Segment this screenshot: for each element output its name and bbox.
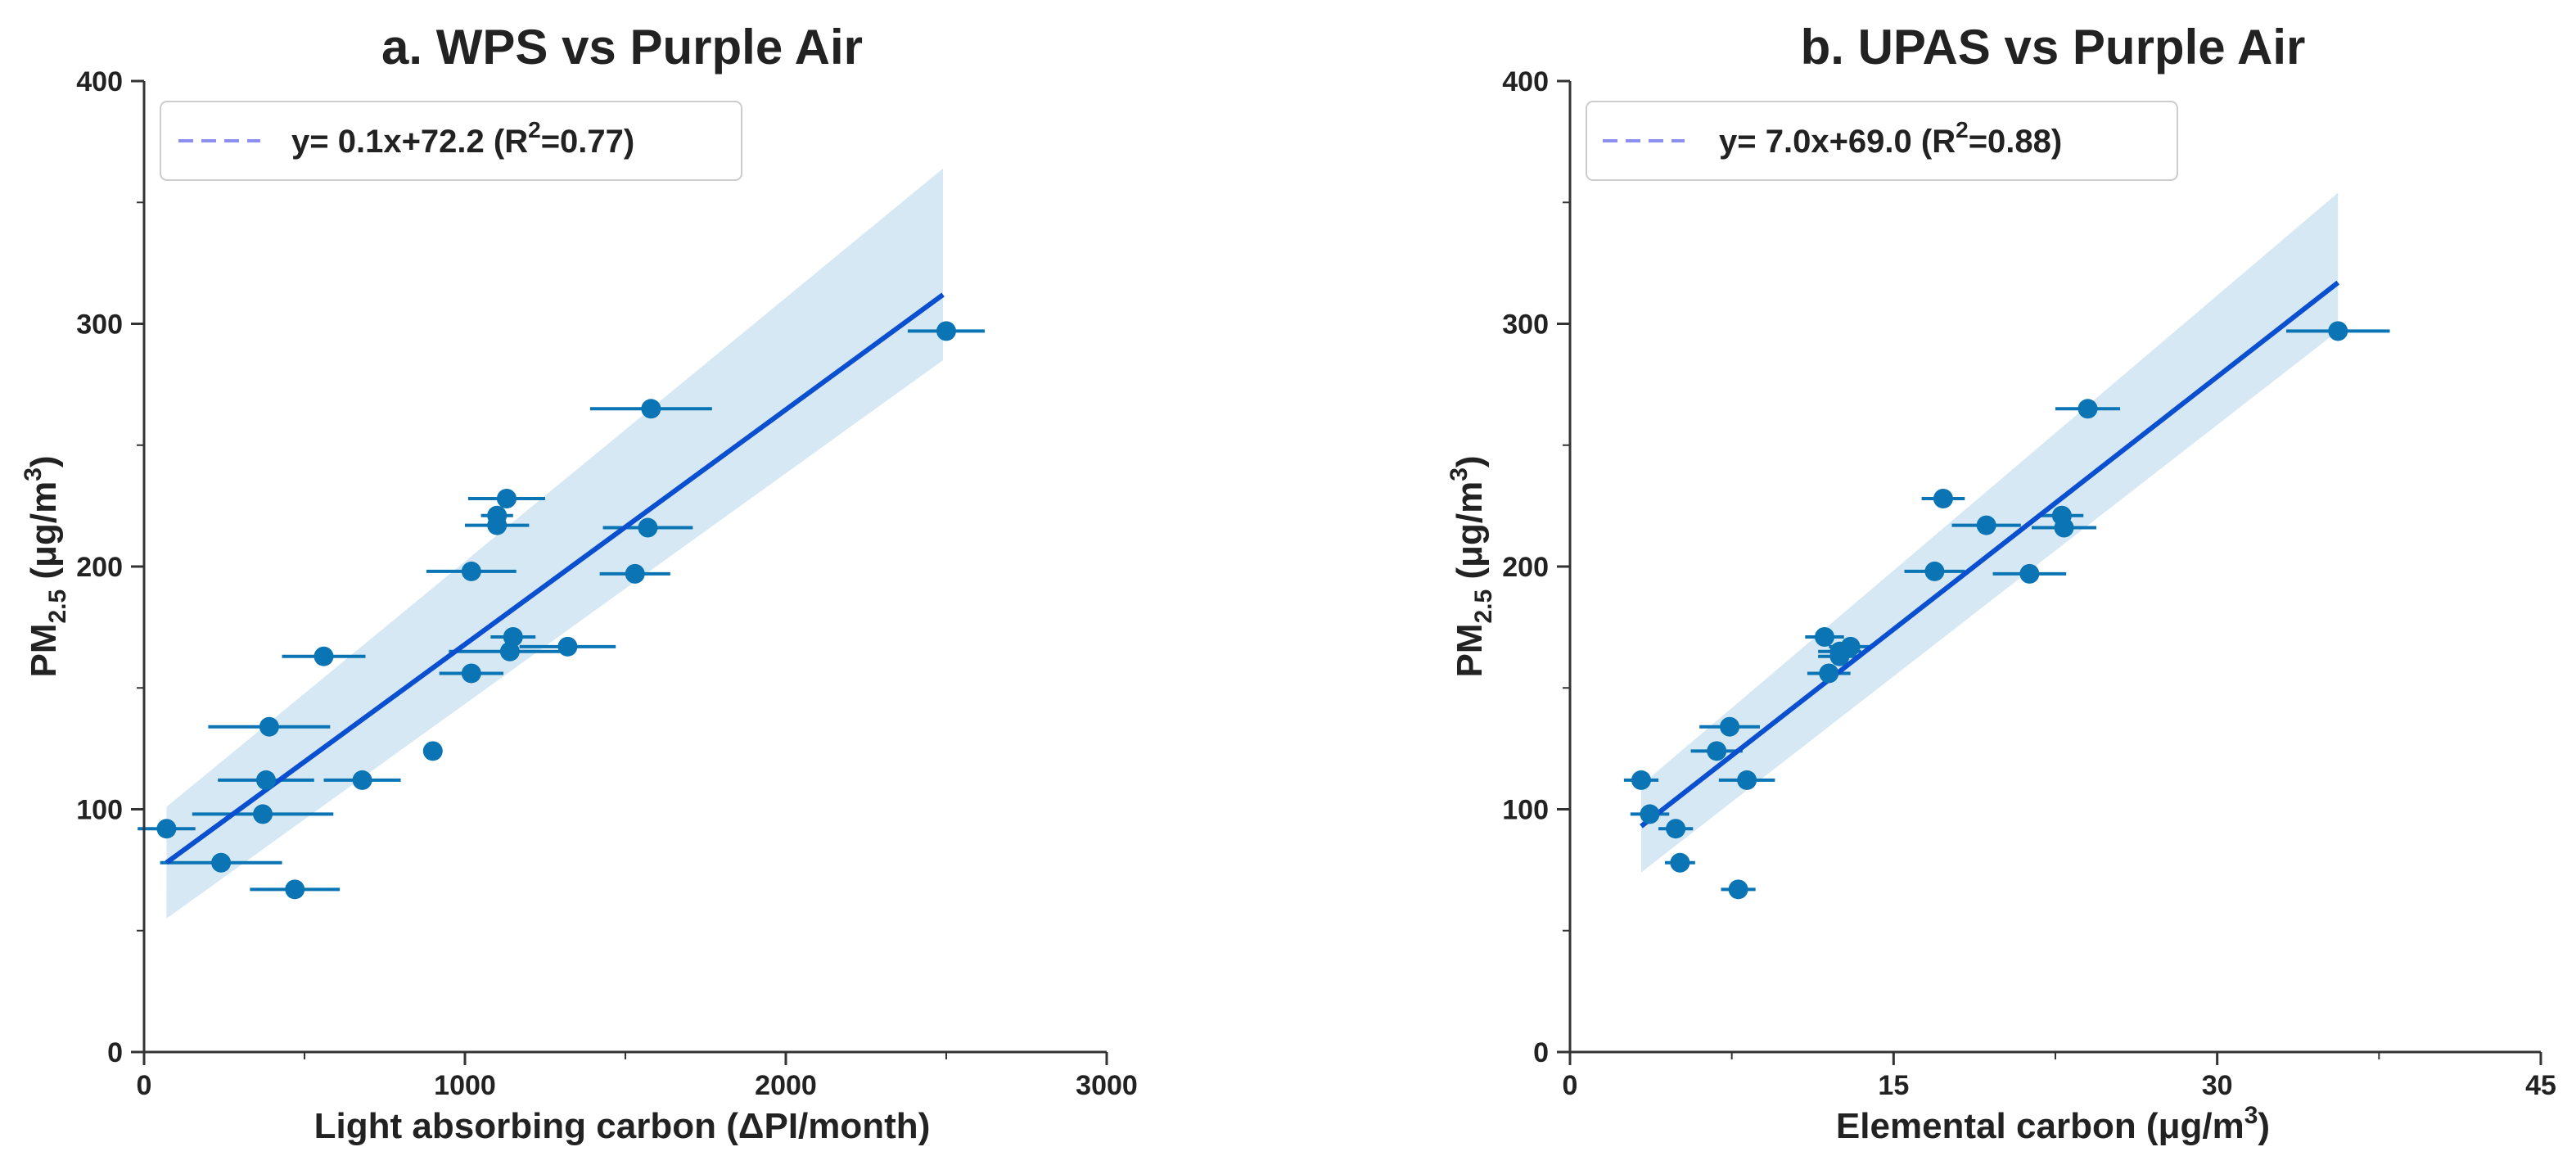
panel-b-x-tick-label: 0: [1563, 1070, 1578, 1101]
panel-b-y-tick-label: 400: [1502, 66, 1549, 97]
panel-b-y-tick-label: 200: [1502, 552, 1549, 583]
panel-a-confidence-band: [166, 168, 944, 919]
panel-b-data-point: [2328, 321, 2348, 341]
panel-b-fit-line: [1640, 280, 2340, 829]
panel-a: a. WPS vs Purple Air 0 1000 2000 3000 0 100 20…: [20, 20, 1138, 1146]
panel-b-ticks: 0 15 30 45 0 100 200 300 400: [1502, 66, 2556, 1101]
panel-a-y-tick-label: 200: [76, 552, 123, 583]
panel-b-data-point: [1720, 716, 1740, 737]
panel-a-ticks: 0 1000 2000 3000 0 100 200 300 400: [76, 66, 1138, 1101]
panel-a-data-point: [211, 852, 232, 873]
panel-b-x-axis-label: Elemental carbon (μg/m3): [1836, 1102, 2270, 1146]
panel-b-x-tick-label: 30: [2202, 1070, 2233, 1101]
panel-b-data-point: [1670, 852, 1690, 873]
panel-b-x-tick-label: 15: [1878, 1070, 1909, 1101]
panel-b-data-point: [1924, 561, 1945, 581]
panel-b-data-point: [1737, 770, 1757, 790]
panel-b-data-point: [1976, 515, 1996, 535]
panel-a-data-point: [255, 770, 276, 790]
panel-a-y-tick-label: 400: [76, 66, 123, 97]
panel-a-data-point: [314, 646, 334, 666]
panel-b-data-point: [1631, 770, 1651, 790]
panel-b-data-point: [2019, 563, 2040, 584]
panel-b-data-point: [1819, 663, 1839, 684]
panel-a-x-tick-label: 2000: [755, 1070, 817, 1101]
panel-a-data-point: [487, 515, 508, 535]
panel-a-data-point: [641, 399, 661, 419]
panel-a-data-point: [156, 819, 177, 839]
panel-b-y-tick-label: 300: [1502, 309, 1549, 341]
panel-a-data-point: [496, 488, 517, 508]
panel-a-x-tick-label: 3000: [1076, 1070, 1138, 1101]
panel-b-data-point: [1829, 646, 1850, 666]
panel-a-x-tick-label: 1000: [434, 1070, 496, 1101]
panel-a-data-point: [285, 879, 305, 900]
panel-b-data-point: [1814, 626, 1834, 647]
panel-a-x-tick-label: 0: [137, 1070, 152, 1101]
panel-b-y-tick-label: 0: [1533, 1037, 1549, 1068]
panel-b-data-point: [1728, 879, 1748, 900]
panel-a-plot-area: [138, 168, 986, 919]
panel-b: b. UPAS vs Purple Air 0 15 30 45 0 100 200 300 4…: [1446, 20, 2556, 1146]
panel-b-x-tick-label: 45: [2525, 1070, 2556, 1101]
panel-b-data-point: [1707, 741, 1727, 761]
panel-b-legend: y= 7.0x+69.0 (R2=0.88): [1586, 101, 2178, 181]
panel-a-legend: y= 0.1x+72.2 (R2=0.77): [160, 101, 742, 181]
panel-b-legend-label: y= 7.0x+69.0 (R2=0.88): [1719, 117, 2062, 160]
panel-a-fit-line: [165, 292, 945, 865]
panel-b-data-point: [1933, 488, 1953, 508]
panel-a-y-tick-label: 0: [107, 1037, 123, 1068]
panel-a-data-point: [461, 561, 481, 581]
panel-a-y-tick-label: 300: [76, 309, 123, 341]
panel-a-y-tick-label: 100: [76, 795, 123, 826]
panel-b-data-point: [2077, 399, 2098, 419]
panel-a-data-point: [638, 517, 658, 538]
panel-a-data-point: [352, 770, 372, 790]
panel-a-data-point: [422, 741, 443, 761]
panel-a-data-point: [461, 663, 481, 684]
panel-a-x-axis-label: Light absorbing carbon (ΔPI/month): [314, 1106, 931, 1146]
panel-a-title: a. WPS vs Purple Air: [381, 20, 863, 75]
panel-a-data-point: [557, 636, 578, 657]
panel-b-data-point: [2054, 517, 2074, 538]
panel-a-legend-label: y= 0.1x+72.2 (R2=0.77): [291, 117, 634, 160]
panel-b-y-axis-label: PM2.5 (μg/m3): [1446, 455, 1497, 677]
panel-b-title: b. UPAS vs Purple Air: [1801, 20, 2306, 75]
panel-b-data-point: [1640, 804, 1660, 824]
panel-b-plot-area: [1623, 192, 2390, 900]
panel-b-data-point: [1666, 819, 1686, 839]
panel-a-data-point: [936, 321, 956, 341]
panel-b-y-tick-label: 100: [1502, 795, 1549, 826]
panel-a-data-point: [499, 641, 520, 662]
panel-a-data-point: [259, 716, 279, 737]
panel-a-data-point: [253, 804, 273, 824]
panel-a-data-point: [625, 563, 645, 584]
panel-a-y-axis-label: PM2.5 (μg/m3): [20, 455, 71, 677]
